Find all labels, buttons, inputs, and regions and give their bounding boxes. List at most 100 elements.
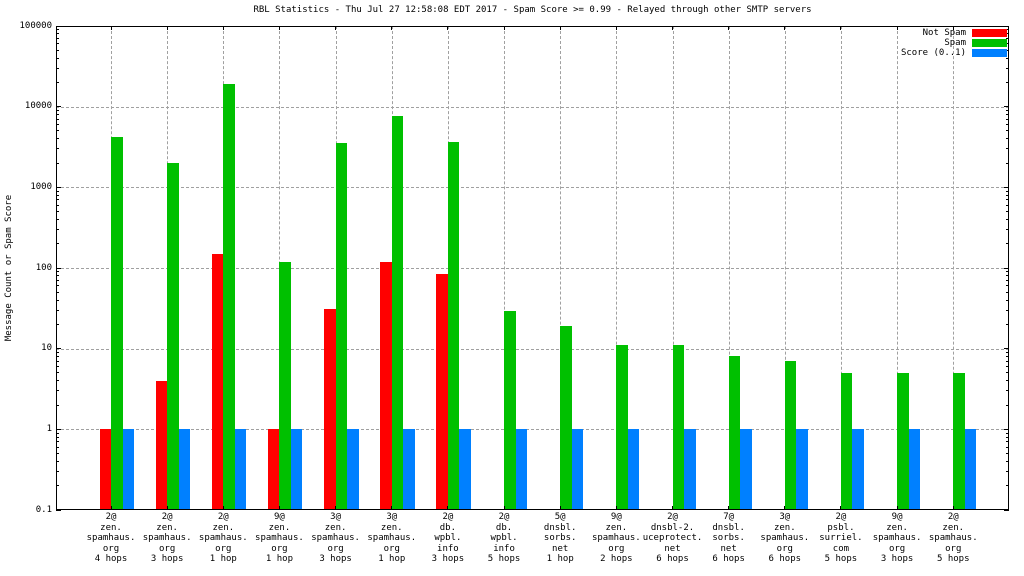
x-category-label-line: 1 hop bbox=[378, 554, 406, 564]
x-category-label-line: spamhaus. bbox=[311, 533, 360, 543]
y-axis-minor-tick bbox=[1006, 355, 1009, 357]
bar-score bbox=[796, 429, 808, 510]
y-axis-tick bbox=[1004, 428, 1009, 430]
y-axis-minor-tick bbox=[56, 432, 59, 434]
y-tick-label: 100000 bbox=[19, 20, 52, 31]
x-axis-tick bbox=[447, 506, 449, 510]
y-tick-label: 1000 bbox=[30, 181, 52, 192]
y-axis-minor-tick bbox=[56, 229, 59, 230]
y-axis-minor-tick bbox=[1006, 390, 1009, 392]
x-axis-tick bbox=[559, 506, 561, 510]
y-axis-minor-tick bbox=[56, 471, 59, 472]
x-category-label-line: 6 hops bbox=[712, 554, 745, 564]
bar-spam bbox=[167, 163, 179, 510]
y-axis-tick bbox=[1004, 509, 1009, 511]
x-category-label: 2@ zen. spamhaus. org 4 hops bbox=[79, 512, 143, 565]
bar-score bbox=[627, 429, 640, 510]
x-category-label-line: 2@ bbox=[105, 512, 117, 522]
y-axis-minor-tick bbox=[56, 380, 59, 382]
x-axis-tick bbox=[840, 26, 842, 30]
x-category-label-line: 4 hops bbox=[94, 554, 128, 564]
x-category-label-line: 5 hops bbox=[824, 554, 858, 564]
x-axis-tick bbox=[728, 506, 730, 510]
x-category-label-line: net bbox=[720, 543, 737, 554]
y-axis-minor-tick bbox=[56, 243, 59, 245]
bar-spam bbox=[616, 345, 628, 510]
x-category-label-line: zen. bbox=[268, 522, 291, 533]
x-axis-tick bbox=[840, 506, 842, 510]
x-category-label-line: spamhaus. bbox=[591, 533, 641, 543]
y-axis-minor-tick bbox=[56, 67, 59, 69]
x-category-label-line: spamhaus. bbox=[255, 533, 304, 543]
y-axis-minor-tick bbox=[1006, 194, 1009, 196]
bar-spam bbox=[111, 137, 123, 510]
y-tick-label: 10 bbox=[41, 343, 52, 354]
x-category-label-line: surriel. bbox=[819, 533, 863, 543]
bar-spam bbox=[728, 356, 741, 510]
legend-label-score: Score (0..1) bbox=[900, 48, 966, 58]
y-axis-minor-tick bbox=[1006, 372, 1009, 374]
y-axis-minor-tick bbox=[1006, 436, 1009, 438]
y-axis-minor-tick bbox=[1006, 124, 1009, 126]
x-category-label-line: spamhaus. bbox=[367, 533, 417, 543]
y-axis-tick bbox=[56, 25, 61, 27]
v-gridline bbox=[953, 26, 955, 510]
x-axis-tick bbox=[503, 506, 505, 510]
x-category-label: 2@ db. wpbl. info 3 hops bbox=[416, 512, 480, 565]
x-category-label: 9@ zen. spamhaus. org 1 hop bbox=[247, 512, 311, 565]
y-axis-minor-tick bbox=[1006, 148, 1009, 150]
x-axis-tick bbox=[166, 26, 168, 30]
y-axis-minor-tick bbox=[56, 118, 59, 120]
y-axis-minor-tick bbox=[1006, 323, 1009, 325]
y-axis-minor-tick bbox=[1006, 138, 1009, 140]
bar-spam bbox=[840, 372, 853, 510]
x-category-label-line: 2@ bbox=[947, 512, 959, 522]
chart-title: RBL Statistics - Thu Jul 27 12:58:08 EDT… bbox=[253, 5, 812, 15]
y-axis-minor-tick bbox=[56, 33, 59, 35]
x-category-label-line: com bbox=[832, 543, 850, 554]
x-category-label-line: org bbox=[383, 543, 400, 554]
bar-not-spam bbox=[99, 429, 111, 510]
bar-spam bbox=[391, 115, 404, 510]
x-category-label-line: dnsbl. bbox=[543, 522, 577, 533]
y-axis-minor-tick bbox=[1006, 271, 1009, 273]
x-category-label-line: 2@ bbox=[442, 512, 454, 522]
x-category-label-line: 2@ bbox=[667, 512, 678, 522]
y-axis-minor-tick bbox=[56, 49, 59, 51]
x-category-label: 3@ zen. spamhaus. org 3 hops bbox=[304, 512, 368, 565]
y-axis-minor-tick bbox=[1006, 351, 1009, 353]
y-axis-tick bbox=[56, 428, 61, 430]
bar-score bbox=[571, 429, 584, 510]
y-axis-minor-tick bbox=[56, 279, 59, 281]
y-axis-minor-tick bbox=[56, 162, 59, 164]
y-axis-minor-tick bbox=[56, 204, 59, 206]
y-axis-minor-tick bbox=[1006, 285, 1009, 287]
h-gridline bbox=[56, 429, 1009, 431]
bar-spam bbox=[447, 142, 460, 510]
y-axis-minor-tick bbox=[1006, 275, 1009, 277]
x-category-label-line: 5@ bbox=[554, 512, 566, 522]
y-axis-minor-tick bbox=[1006, 49, 1009, 51]
y-axis-minor-tick bbox=[1006, 360, 1009, 362]
bar-score bbox=[290, 429, 303, 510]
legend-swatch-not-spam-icon bbox=[972, 29, 1007, 37]
x-category-label: 7@ dnsbl. sorbs. net 6 hops bbox=[697, 512, 761, 565]
v-gridline bbox=[616, 26, 618, 510]
x-category-label-line: sorbs. bbox=[543, 533, 577, 543]
bar-score bbox=[403, 429, 415, 510]
x-category-label-line: 3 hops bbox=[319, 554, 352, 564]
y-axis-minor-tick bbox=[56, 43, 59, 45]
y-axis-minor-tick bbox=[56, 351, 59, 353]
x-category-label: 3@ zen. spamhaus. org 6 hops bbox=[753, 512, 817, 565]
bar-not-spam bbox=[380, 261, 392, 510]
x-axis-tick bbox=[728, 26, 730, 30]
x-category-label-line: org bbox=[945, 543, 962, 554]
x-axis-tick bbox=[447, 26, 449, 30]
x-category-label-line: spamhaus. bbox=[198, 533, 248, 543]
x-category-label-line: 9@ bbox=[274, 512, 285, 522]
bar-spam bbox=[504, 311, 516, 510]
x-category-label-line: org bbox=[159, 543, 176, 554]
x-category-label-line: info bbox=[493, 543, 515, 554]
y-tick-label: 10000 bbox=[24, 101, 52, 112]
y-axis-tick bbox=[1004, 348, 1009, 350]
